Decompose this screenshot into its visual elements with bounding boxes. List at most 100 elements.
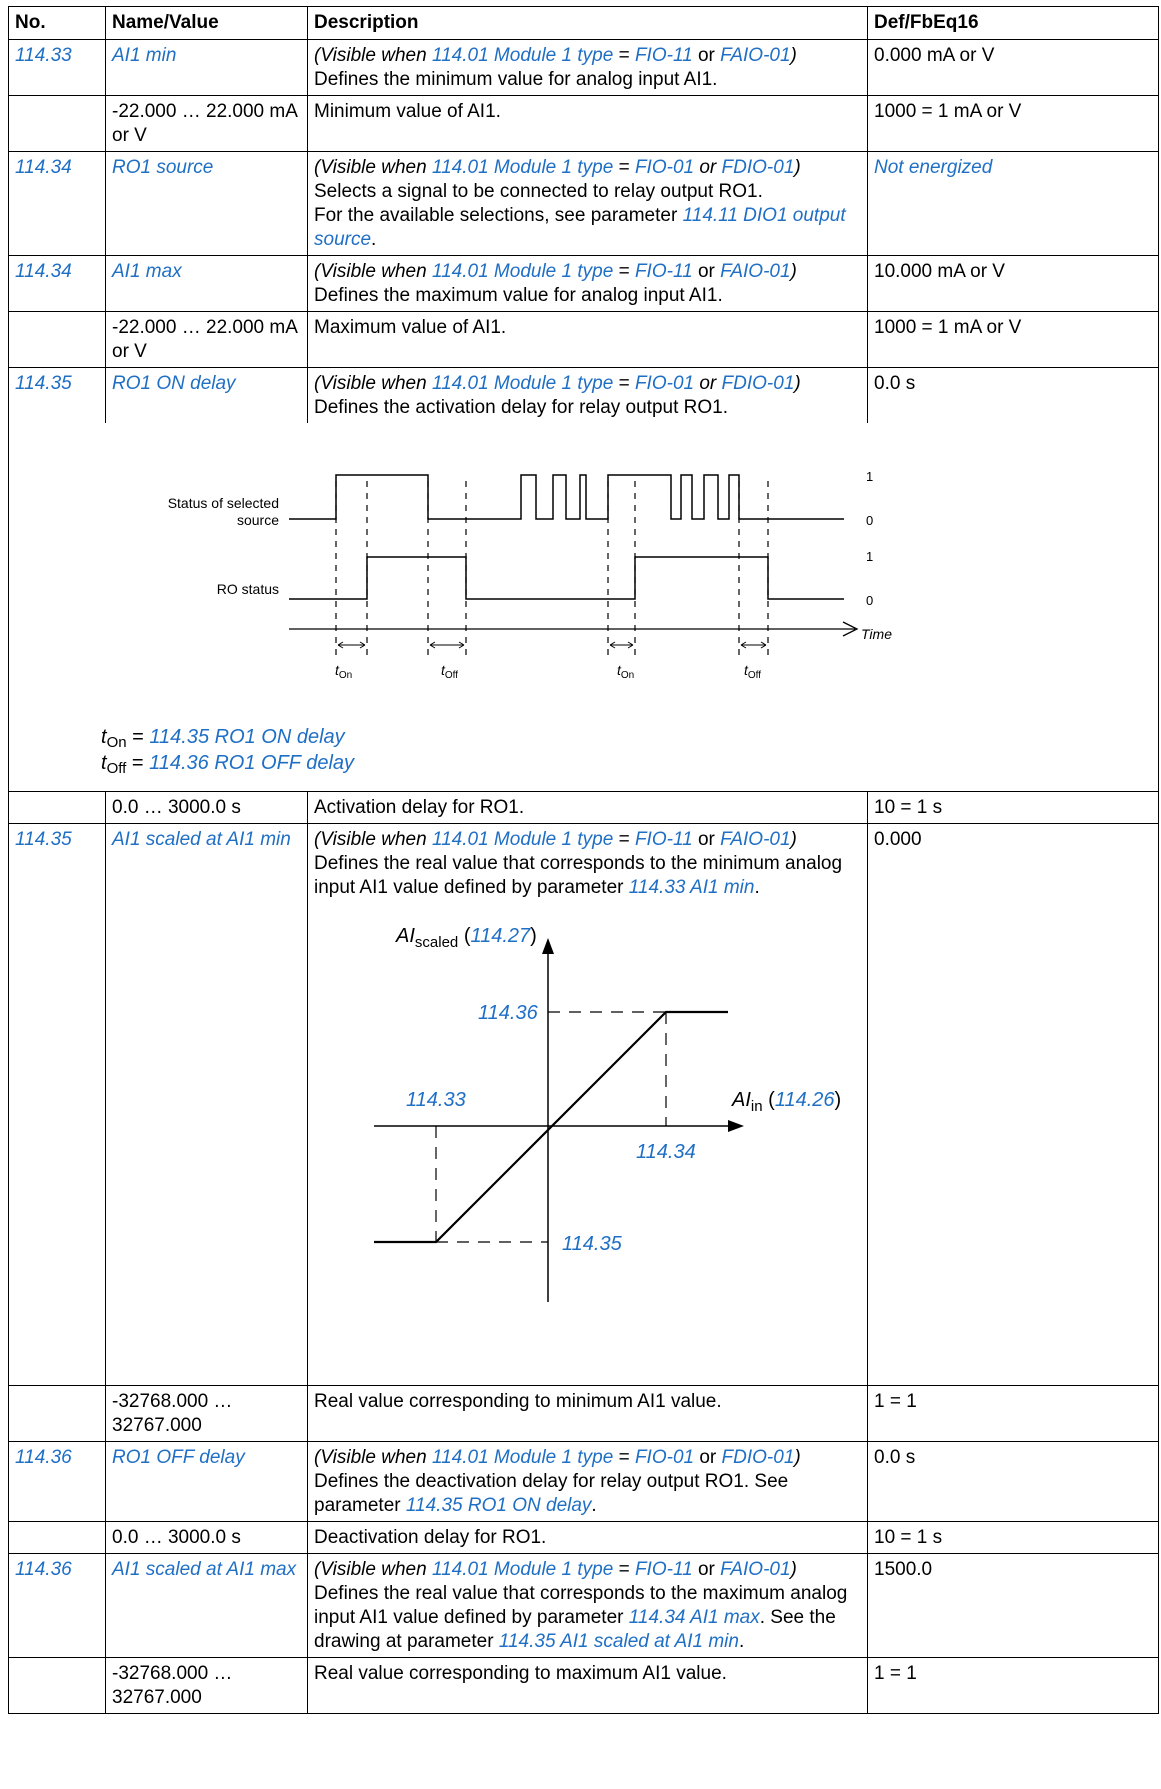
level-label: 1 [866, 549, 873, 564]
visibility-note: (Visible when 114.01 Module 1 type = FIO… [314, 1559, 797, 1580]
parameter-table: No. Name/Value Description Def/FbEq16 11… [8, 6, 1159, 1714]
module-type-link[interactable]: 114.01 Module 1 type [431, 45, 614, 66]
value-range: -32768.000 … 32767.000 [105, 1657, 308, 1714]
faio01-link[interactable]: FAIO-01 [720, 261, 791, 282]
param-default: 1500.0 [867, 1553, 1159, 1658]
label-max-input: 114.34 [636, 1141, 696, 1163]
param-name[interactable]: RO1 source [105, 151, 308, 256]
param-no[interactable]: 114.36 [8, 1441, 106, 1522]
delay-arrow [337, 641, 366, 649]
param-no[interactable]: 114.36 [8, 1553, 106, 1658]
value-row: -32768.000 … 32767.000 Real value corres… [8, 1657, 1159, 1714]
param-no[interactable]: 114.34 [8, 255, 106, 312]
y-axis-arrow [542, 938, 554, 954]
timing-diagram-row: Status of selected source RO status 1 0 … [8, 423, 1159, 792]
dio1-output-source-link[interactable]: 114.11 DIO1 output source [314, 205, 846, 250]
t-on-label: tOn [335, 662, 352, 681]
value-row: -22.000 … 22.000 mA or V Minimum value o… [8, 95, 1159, 152]
value-row: -32768.000 … 32767.000 Real value corres… [8, 1385, 1159, 1442]
fdio01-link[interactable]: FDIO-01 [721, 1447, 795, 1468]
y-axis-ref: 114.27 [470, 925, 531, 947]
faio01-link[interactable]: FAIO-01 [720, 829, 791, 850]
param-default: 0.000 [867, 823, 1159, 1386]
scaling-curve [374, 1010, 728, 1244]
param-row-114-36-ai1: 114.36 AI1 scaled at AI1 max (Visible wh… [8, 1553, 1159, 1658]
time-arrow-head [842, 621, 859, 637]
value-description: Real value corresponding to minimum AI1 … [307, 1385, 868, 1442]
param-default: 0.000 mA or V [867, 39, 1159, 96]
param-no[interactable]: 114.35 [8, 367, 106, 423]
param-name[interactable]: AI1 scaled at AI1 min [105, 823, 308, 1386]
module-type-link[interactable]: 114.01 Module 1 type [431, 1447, 614, 1468]
param-no[interactable]: 114.35 [8, 823, 106, 1386]
x-axis-title: AIin (114.26) [731, 1089, 841, 1115]
fdio01-link[interactable]: FDIO-01 [721, 157, 795, 178]
module-type-link[interactable]: 114.01 Module 1 type [431, 829, 614, 850]
module-type-link[interactable]: 114.01 Module 1 type [431, 1559, 614, 1580]
param-row-114-36-ro1: 114.36 RO1 OFF delay (Visible when 114.0… [8, 1441, 1159, 1522]
param-default: 0.0 s [867, 1441, 1159, 1522]
status-label: Status of selected [168, 495, 279, 511]
scaling-diagram: AIscaled (114.27) AIin (114.26) 114.36 1… [374, 925, 841, 1302]
value-range: -32768.000 … 32767.000 [105, 1385, 308, 1442]
source-signal-trace [289, 474, 844, 520]
header-default: Def/FbEq16 [867, 6, 1159, 40]
header-row: No. Name/Value Description Def/FbEq16 [8, 6, 1159, 40]
timing-diagram-cell: Status of selected source RO status 1 0 … [8, 423, 1159, 792]
param-row-114-35-ai1: 114.35 AI1 scaled at AI1 min (Visible wh… [8, 823, 1159, 1386]
module-type-link[interactable]: 114.01 Module 1 type [431, 157, 614, 178]
faio01-link[interactable]: FAIO-01 [720, 1559, 791, 1580]
visibility-note: (Visible when 114.01 Module 1 type = FIO… [314, 157, 801, 178]
ro-status-label: RO status [217, 581, 279, 597]
param-name[interactable]: AI1 min [105, 39, 308, 96]
module-type-link[interactable]: 114.01 Module 1 type [431, 373, 614, 394]
param-name[interactable]: AI1 max [105, 255, 308, 312]
fio01-link[interactable]: FIO-01 [634, 1447, 695, 1468]
visibility-note: (Visible when 114.01 Module 1 type = FIO… [314, 261, 797, 282]
visibility-note: (Visible when 114.01 Module 1 type = FIO… [314, 45, 797, 66]
x-axis-ref: 114.26 [775, 1089, 836, 1111]
level-label: 1 [866, 469, 873, 484]
t-on-legend: tOn = 114.35 RO1 ON delay [101, 726, 346, 751]
delay-arrow [429, 641, 465, 649]
fio11-link[interactable]: FIO-11 [634, 829, 693, 850]
param-description: (Visible when 114.01 Module 1 type = FIO… [307, 1553, 868, 1658]
ai1-scaled-min-link[interactable]: 114.35 AI1 scaled at AI1 min [498, 1631, 739, 1652]
module-type-link[interactable]: 114.01 Module 1 type [431, 261, 614, 282]
fio01-link[interactable]: FIO-01 [634, 373, 695, 394]
param-row-114-33: 114.33 AI1 min (Visible when 114.01 Modu… [8, 39, 1159, 96]
ai1-max-link[interactable]: 114.34 AI1 max [628, 1607, 760, 1628]
ro1-on-delay-link[interactable]: 114.35 RO1 ON delay [405, 1495, 592, 1516]
param-description: (Visible when 114.01 Module 1 type = FIO… [307, 39, 868, 96]
timing-diagram: Status of selected source RO status 1 0 … [101, 469, 892, 777]
value-description: Activation delay for RO1. [307, 791, 868, 824]
header-description: Description [307, 6, 868, 40]
fio11-link[interactable]: FIO-11 [634, 261, 693, 282]
faio01-link[interactable]: FAIO-01 [720, 45, 791, 66]
param-no[interactable]: 114.33 [8, 39, 106, 96]
param-no[interactable]: 114.34 [8, 151, 106, 256]
fio11-link[interactable]: FIO-11 [634, 45, 693, 66]
delay-arrow [609, 641, 634, 649]
fio11-link[interactable]: FIO-11 [634, 1559, 693, 1580]
param-name[interactable]: RO1 OFF delay [105, 1441, 308, 1522]
value-fbeq: 1 = 1 [867, 1657, 1159, 1714]
header-name: Name/Value [105, 6, 308, 40]
value-description: Maximum value of AI1. [307, 311, 868, 368]
level-label: 0 [866, 593, 873, 608]
param-name[interactable]: AI1 scaled at AI1 max [105, 1553, 308, 1658]
param-row-114-35-ro1: 114.35 RO1 ON delay (Visible when 114.01… [8, 367, 1159, 423]
param-row-114-34-ro1: 114.34 RO1 source (Visible when 114.01 M… [8, 151, 1159, 256]
param-name[interactable]: RO1 ON delay [105, 367, 308, 423]
value-range: 0.0 … 3000.0 s [105, 1521, 308, 1554]
fdio01-link[interactable]: FDIO-01 [721, 373, 795, 394]
fio01-link[interactable]: FIO-01 [634, 157, 695, 178]
param-description: (Visible when 114.01 Module 1 type = FIO… [307, 823, 868, 1386]
param-description: (Visible when 114.01 Module 1 type = FIO… [307, 255, 868, 312]
value-row: 0.0 … 3000.0 s Activation delay for RO1.… [8, 791, 1159, 824]
param-description: (Visible when 114.01 Module 1 type = FIO… [307, 367, 868, 423]
x-axis-arrow [728, 1120, 744, 1132]
value-range: -22.000 … 22.000 mA or V [105, 311, 308, 368]
ai1-min-link[interactable]: 114.33 AI1 min [628, 877, 755, 898]
t-on-label: tOn [617, 662, 634, 681]
